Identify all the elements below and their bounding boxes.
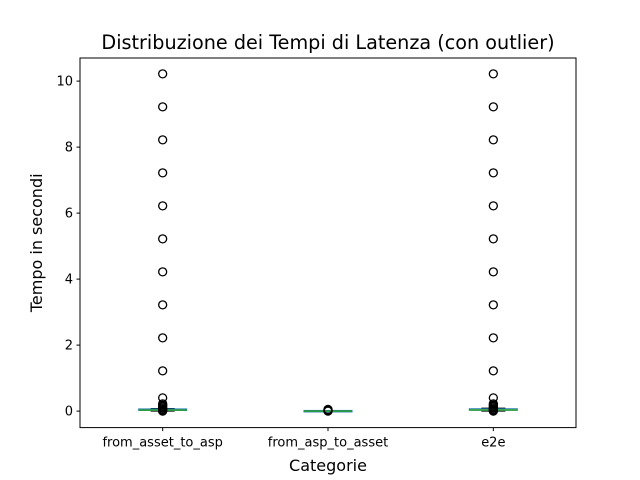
outlier-point <box>488 168 498 178</box>
outlier-point <box>488 300 498 310</box>
outlier-point <box>158 69 168 79</box>
chart-title: Distribuzione dei Tempi di Latenza (con … <box>101 31 554 54</box>
x-tick-label: from_asset_to_asp <box>102 436 222 451</box>
outlier-point <box>488 267 498 277</box>
y-tick-label: 6 <box>65 207 73 222</box>
outlier-point <box>488 102 498 112</box>
outlier-point <box>158 102 168 112</box>
outlier-point <box>158 366 168 376</box>
outlier-point <box>158 135 168 145</box>
outlier-point <box>158 234 168 244</box>
outlier-point <box>488 234 498 244</box>
y-tick-label: 10 <box>56 75 73 90</box>
y-tick-label: 4 <box>65 273 73 288</box>
outlier-point <box>488 393 498 403</box>
outlier-point <box>158 393 168 403</box>
x-tick-label: e2e <box>481 436 505 451</box>
outlier-point <box>488 333 498 343</box>
x-tick-label: from_asp_to_asset <box>268 436 388 451</box>
outlier-point <box>488 201 498 211</box>
outlier-point <box>488 135 498 145</box>
outlier-point <box>158 399 168 409</box>
outlier-point <box>158 201 168 211</box>
y-axis-label: Tempo in secondi <box>27 173 46 313</box>
outlier-point <box>158 168 168 178</box>
y-tick-label: 2 <box>65 339 73 354</box>
outlier-point <box>158 267 168 277</box>
outlier-point <box>323 404 333 415</box>
outlier-point <box>158 333 168 343</box>
y-tick-label: 8 <box>65 141 73 156</box>
outlier-point <box>488 69 498 79</box>
x-axis-label: Categorie <box>289 456 367 475</box>
outlier-point <box>488 399 498 409</box>
axes-frame <box>79 57 577 429</box>
y-tick-label: 0 <box>65 405 73 420</box>
plot-area: 0 2 4 6 8 10 from_asset_to_asp from_asp_to_asse… <box>56 69 518 451</box>
outlier-point <box>488 366 498 376</box>
outlier-point <box>158 300 168 310</box>
